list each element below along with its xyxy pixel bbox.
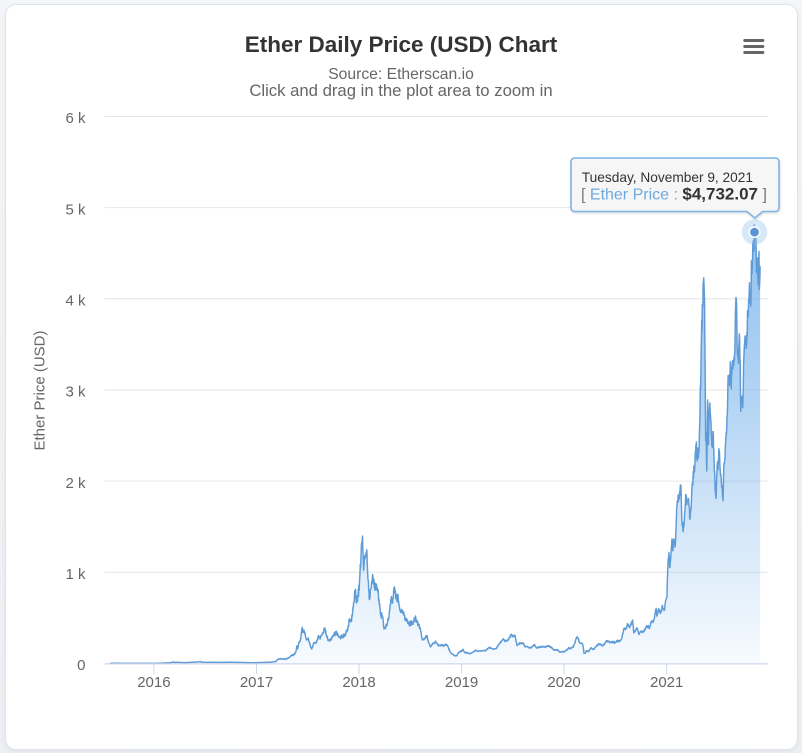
svg-text:1 k: 1 k	[65, 566, 86, 583]
svg-text:2021: 2021	[650, 674, 683, 691]
svg-text:2018: 2018	[342, 674, 375, 691]
svg-text:Click and drag in the plot are: Click and drag in the plot area to zoom …	[249, 81, 552, 100]
svg-text:Ether Daily Price (USD) Chart: Ether Daily Price (USD) Chart	[245, 32, 558, 57]
svg-text:6 k: 6 k	[65, 110, 86, 127]
svg-text:2017: 2017	[240, 674, 273, 691]
svg-text:2 k: 2 k	[65, 475, 86, 492]
svg-text:2016: 2016	[137, 674, 170, 691]
svg-text:5 k: 5 k	[65, 201, 86, 218]
svg-text:0: 0	[77, 657, 85, 674]
svg-text:3 k: 3 k	[65, 384, 86, 401]
svg-text:Tuesday, November 9, 2021: Tuesday, November 9, 2021	[582, 170, 753, 185]
svg-text:2019: 2019	[445, 674, 478, 691]
svg-text:2020: 2020	[547, 674, 580, 691]
svg-text:[ Ether Price : $4,732.07 ]: [ Ether Price : $4,732.07 ]	[581, 185, 767, 204]
svg-text:4 k: 4 k	[65, 293, 86, 310]
svg-text:Source: Etherscan.io: Source: Etherscan.io	[328, 66, 474, 83]
svg-text:Ether Price (USD): Ether Price (USD)	[32, 330, 49, 450]
